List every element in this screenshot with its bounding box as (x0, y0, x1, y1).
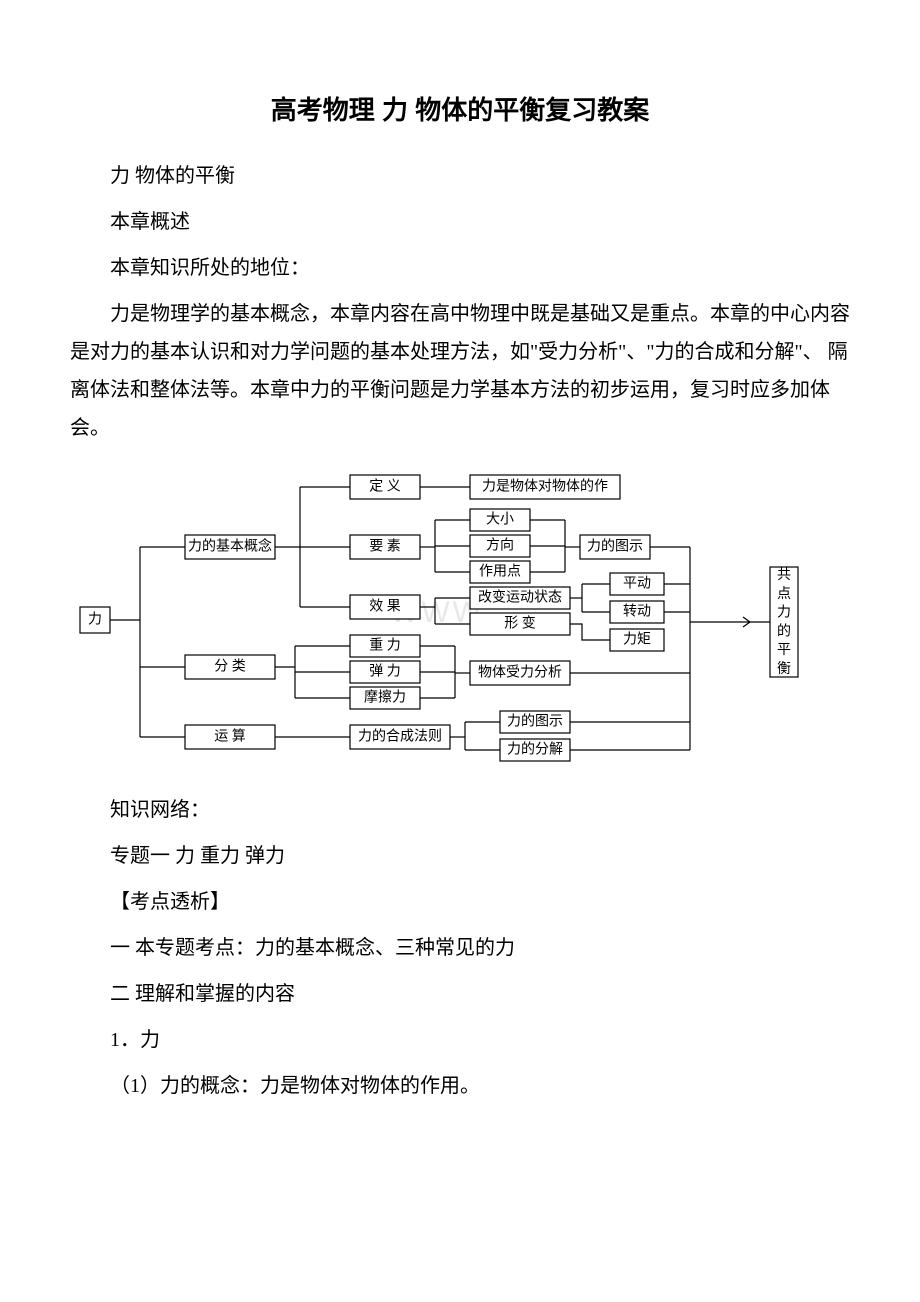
para-force: 1．力 (70, 1021, 850, 1059)
svg-text:形 变: 形 变 (504, 616, 536, 632)
svg-text:力: 力 (777, 605, 791, 621)
diagram-svg: WWW力力的基本概念分 类运 算定 义要 素效 果力是物体对物体的作大小方向作用… (70, 457, 850, 777)
svg-text:力矩: 力矩 (623, 632, 651, 648)
svg-text:定 义: 定 义 (369, 479, 401, 495)
svg-text:力是物体对物体的作: 力是物体对物体的作 (482, 479, 608, 495)
para-network: 知识网络： (70, 791, 850, 829)
svg-text:重 力: 重 力 (369, 638, 401, 654)
svg-text:力的图示: 力的图示 (507, 714, 563, 730)
svg-text:力: 力 (88, 612, 102, 628)
svg-text:要 素: 要 素 (369, 539, 401, 555)
para-point1: 一 本专题考点：力的基本概念、三种常见的力 (70, 929, 850, 967)
para-position: 本章知识所处的地位： (70, 249, 850, 287)
svg-text:力的合成法则: 力的合成法则 (358, 729, 442, 745)
para-overview: 本章概述 (70, 203, 850, 241)
svg-text:点: 点 (777, 586, 791, 602)
svg-text:摩擦力: 摩擦力 (364, 689, 406, 706)
svg-text:物体受力分析: 物体受力分析 (478, 665, 562, 681)
para-subtitle: 力 物体的平衡 (70, 157, 850, 195)
svg-text:平动: 平动 (623, 576, 651, 592)
svg-text:方向: 方向 (486, 538, 514, 554)
concept-diagram: WWW力力的基本概念分 类运 算定 义要 素效 果力是物体对物体的作大小方向作用… (70, 457, 850, 777)
svg-text:共: 共 (777, 567, 791, 583)
svg-text:弹 力: 弹 力 (369, 664, 401, 680)
svg-text:力的分解: 力的分解 (507, 742, 563, 758)
para-concept: （1）力的概念：力是物体对物体的作用。 (70, 1067, 850, 1105)
svg-text:改变运动状态: 改变运动状态 (478, 590, 562, 606)
para-exam: 【考点透析】 (70, 883, 850, 921)
svg-text:大小: 大小 (486, 512, 514, 528)
page-title: 高考物理 力 物体的平衡复习教案 (70, 90, 850, 127)
para-body: 力是物理学的基本概念，本章内容在高中物理中既是基础又是重点。本章的中心内容是对力… (70, 295, 850, 447)
svg-text:分 类: 分 类 (214, 659, 246, 675)
para-topic1: 专题一 力 重力 弹力 (70, 837, 850, 875)
svg-text:转动: 转动 (623, 604, 651, 620)
svg-text:运 算: 运 算 (214, 729, 246, 745)
para-point2: 二 理解和掌握的内容 (70, 975, 850, 1013)
svg-text:力的基本概念: 力的基本概念 (188, 538, 272, 555)
svg-text:衡: 衡 (777, 661, 791, 677)
svg-text:力的图示: 力的图示 (587, 539, 643, 555)
svg-text:效 果: 效 果 (369, 599, 401, 615)
svg-text:作用点: 作用点 (479, 564, 521, 580)
svg-text:平: 平 (777, 643, 791, 658)
svg-text:的: 的 (777, 623, 791, 639)
